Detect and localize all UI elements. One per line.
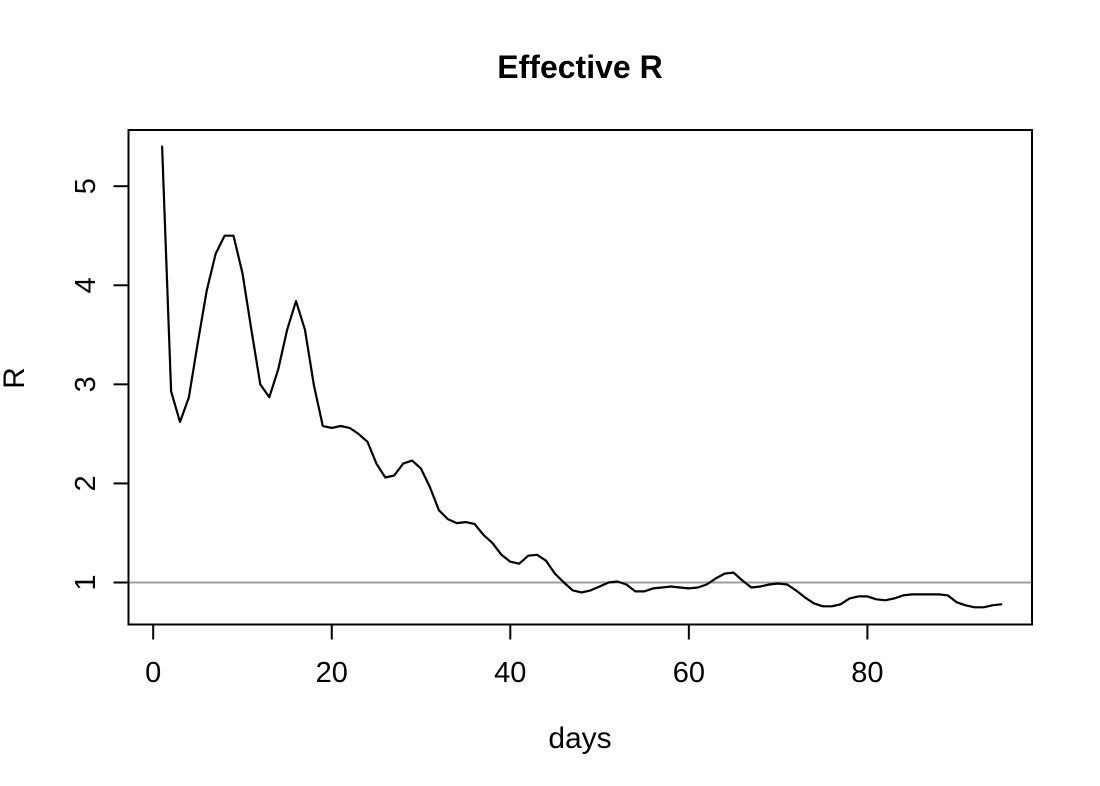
x-axis-label: days xyxy=(548,722,611,755)
y-tick-label: 5 xyxy=(70,178,102,194)
y-tick-label: 1 xyxy=(70,574,102,590)
effective-r-line xyxy=(161,145,1003,609)
y-tick-label: 4 xyxy=(70,277,102,293)
x-tick-label: 20 xyxy=(316,657,348,689)
plot-box xyxy=(127,129,1033,626)
y-tick-label: 2 xyxy=(70,475,102,491)
chart-title: Effective R xyxy=(497,49,662,85)
x-tick-label: 60 xyxy=(673,657,705,689)
axes-layer: 0 20 40 60 80 1 2 3 4 5 xyxy=(70,129,1033,689)
x-tick-label: 80 xyxy=(851,657,883,689)
x-tick-label: 0 xyxy=(145,657,161,689)
series-layer xyxy=(161,145,1003,609)
y-tick-label: 3 xyxy=(70,376,102,392)
x-tick-label: 40 xyxy=(494,657,526,689)
y-axis-label: R xyxy=(0,367,31,389)
